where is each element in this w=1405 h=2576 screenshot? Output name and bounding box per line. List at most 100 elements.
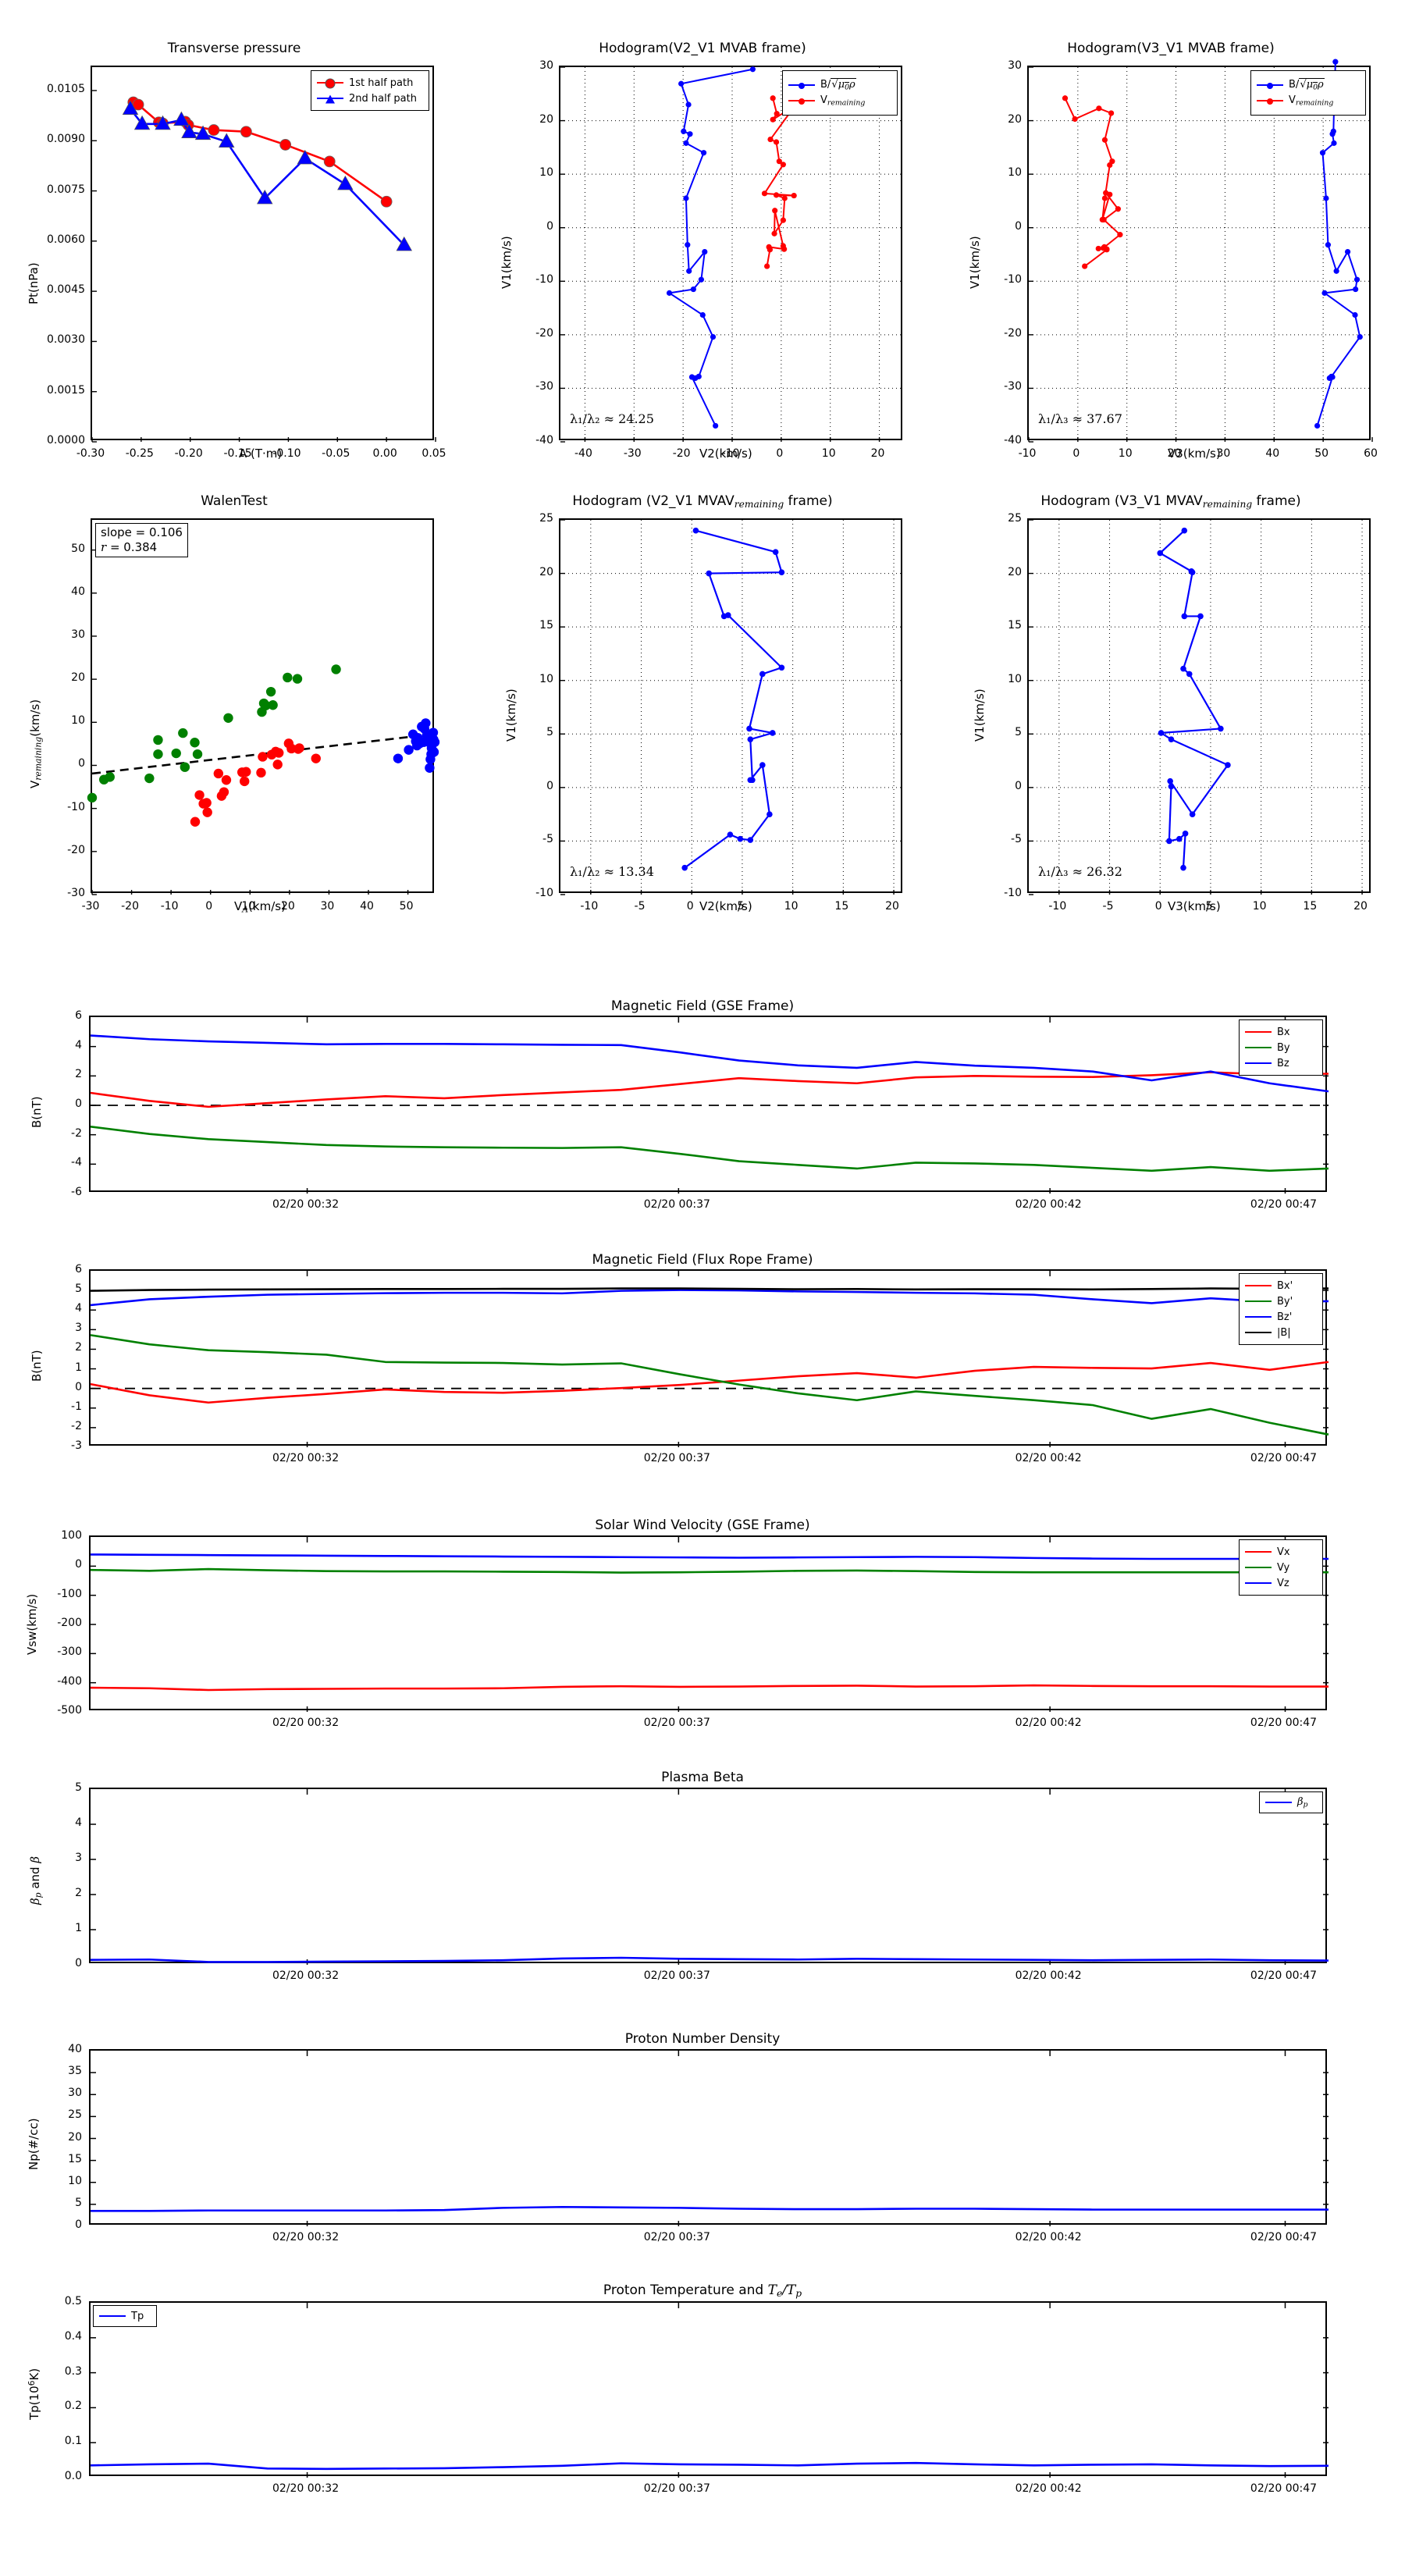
- legend-item[interactable]: By: [1245, 1041, 1317, 1055]
- x-axis-tick: 02/20 00:37: [643, 2231, 710, 2243]
- y-axis-tick: 0: [1015, 219, 1022, 233]
- y-axis-tick: 10: [539, 672, 553, 685]
- y-axis-tick: 1: [75, 1922, 82, 1934]
- y-axis-tick: -20: [1004, 326, 1022, 340]
- y-axis-tick: 20: [1008, 565, 1022, 578]
- x-axis-tick: 10: [1252, 900, 1267, 913]
- legend-swatch-line: [1245, 1047, 1272, 1048]
- circle-marker-icon: [325, 78, 336, 89]
- y-axis-tick: 0: [75, 2218, 82, 2231]
- plot-area: B/√μ0ρ Vremaining λ₁/λ₂ ≈ 24.25: [559, 66, 904, 443]
- y-axis-tick: 20: [71, 671, 85, 685]
- legend-label: B/√μ0ρ: [820, 77, 856, 91]
- legend-item[interactable]: Bz': [1245, 1311, 1317, 1324]
- data-layer: [90, 1789, 1329, 1965]
- legend-item[interactable]: Bx: [1245, 1026, 1317, 1039]
- x-axis-tick: 02/20 00:47: [1250, 2482, 1318, 2495]
- legend: B/√μ0ρ Vremaining: [782, 70, 898, 116]
- y-axis-label: V1(km/s): [968, 236, 982, 289]
- x-axis-tick: -30: [81, 900, 100, 913]
- x-axis-tick: -10: [580, 900, 599, 913]
- legend-item[interactable]: βp: [1265, 1796, 1317, 1809]
- legend-item[interactable]: Bx': [1245, 1279, 1317, 1293]
- y-axis-tick: 4: [75, 1816, 82, 1829]
- x-axis-tick: 02/20 00:42: [1015, 1452, 1082, 1464]
- data-layer: [90, 1271, 1329, 1447]
- y-axis-tick: 5: [1015, 726, 1022, 739]
- panel-title: Hodogram(V2_V1 MVAB frame): [599, 41, 806, 56]
- panel-title: Solar Wind Velocity (GSE Frame): [595, 1517, 810, 1533]
- plot-area: Bx By Bz: [89, 1016, 1329, 1194]
- y-axis-tick: 10: [1008, 166, 1022, 180]
- legend-swatch-line: [1265, 1802, 1292, 1803]
- y-axis-tick: 0: [78, 757, 85, 770]
- y-axis-tick: 30: [1008, 59, 1022, 72]
- x-axis-tick: 20: [1167, 447, 1182, 460]
- y-axis-tick: 0.0045: [47, 283, 85, 297]
- panel-title: Transverse pressure: [167, 41, 301, 56]
- y-axis-tick: 0: [75, 1558, 82, 1571]
- legend-item[interactable]: 2nd half path: [317, 92, 423, 105]
- y-axis-tick: -40: [535, 434, 553, 447]
- legend-item[interactable]: 1st half path: [317, 76, 423, 90]
- y-axis-label: Pt(nPa): [27, 262, 41, 304]
- legend-item[interactable]: Vy: [1245, 1561, 1317, 1574]
- y-axis-tick: 20: [539, 112, 553, 126]
- x-axis-tick: 5: [737, 900, 745, 913]
- x-axis-tick: 10: [784, 900, 799, 913]
- legend-item[interactable]: Vx: [1245, 1546, 1317, 1559]
- legend-item[interactable]: B/√μ0ρ: [788, 77, 891, 92]
- legend-label: |B|: [1277, 1326, 1291, 1339]
- panel-plasma-beta: Plasma Beta βp βp and β 0 1 2 3 4 5 02/20 00:3…: [0, 1737, 1405, 1991]
- x-axis-tick: -0.20: [174, 447, 203, 460]
- y-axis-label: V1(km/s): [504, 688, 518, 742]
- x-axis-tick: -20: [672, 447, 691, 460]
- legend-swatch-line: [99, 2315, 126, 2317]
- legend-item[interactable]: Bz: [1245, 1057, 1317, 1070]
- data-layer: [90, 1537, 1329, 1712]
- plot-area: [89, 2049, 1329, 2226]
- y-axis-tick: -20: [67, 843, 85, 856]
- x-axis-tick: 02/20 00:47: [1250, 2231, 1318, 2243]
- legend-item[interactable]: Tp: [99, 2310, 151, 2323]
- y-axis-label: V1(km/s): [973, 688, 987, 742]
- eigenvalue-ratio-annotation: λ₁/λ₂ ≈ 24.25: [570, 411, 654, 426]
- y-axis-tick: 15: [68, 2152, 82, 2165]
- x-axis-tick: 0: [686, 900, 694, 913]
- y-axis-tick: 0.2: [64, 2400, 82, 2413]
- legend-item[interactable]: Vremaining: [788, 94, 891, 108]
- y-axis-tick: 25: [1008, 512, 1022, 525]
- legend-label: By: [1277, 1041, 1290, 1054]
- x-axis-tick: 02/20 00:47: [1250, 1969, 1318, 1982]
- y-axis-tick: 0: [546, 219, 553, 233]
- legend-item[interactable]: |B|: [1245, 1326, 1317, 1340]
- y-axis-tick: 0.0015: [47, 383, 85, 397]
- x-axis-tick: 02/20 00:42: [1015, 2231, 1082, 2243]
- panel-proton-number-density: Proton Number Density Np(#/cc) 0 5 10 15 20 2…: [0, 1998, 1405, 2252]
- y-axis-tick: 2: [75, 1887, 82, 1899]
- data-layer: [90, 1017, 1329, 1194]
- x-axis-tick: -10: [160, 900, 179, 913]
- x-axis-tick: -10: [1018, 447, 1037, 460]
- legend-item[interactable]: Vremaining: [1257, 94, 1360, 108]
- circle-marker-icon: [1267, 98, 1273, 105]
- y-axis-tick: 6: [75, 1263, 82, 1276]
- x-axis-tick: 02/20 00:32: [272, 2482, 340, 2495]
- x-axis-tick: 02/20 00:47: [1250, 1717, 1318, 1729]
- legend-item[interactable]: Vz: [1245, 1577, 1317, 1590]
- x-axis-tick: 10: [1118, 447, 1133, 460]
- legend-item[interactable]: B/√μ0ρ: [1257, 77, 1360, 92]
- x-axis-tick: 40: [1265, 447, 1280, 460]
- y-axis-tick: 0.4: [64, 2329, 82, 2343]
- legend-label: 1st half path: [349, 76, 414, 89]
- y-axis-tick: 20: [1008, 112, 1022, 126]
- legend-label: Bz': [1277, 1311, 1293, 1323]
- legend-item[interactable]: By': [1245, 1295, 1317, 1308]
- panel-title: Magnetic Field (GSE Frame): [610, 998, 795, 1014]
- legend: βp: [1259, 1791, 1323, 1813]
- x-axis-tick: -0.15: [223, 447, 252, 460]
- y-axis-tick: 50: [71, 542, 85, 555]
- y-axis-tick: 5: [75, 1781, 82, 1794]
- circle-marker-icon: [1267, 83, 1273, 89]
- y-axis-tick: 0: [546, 779, 553, 792]
